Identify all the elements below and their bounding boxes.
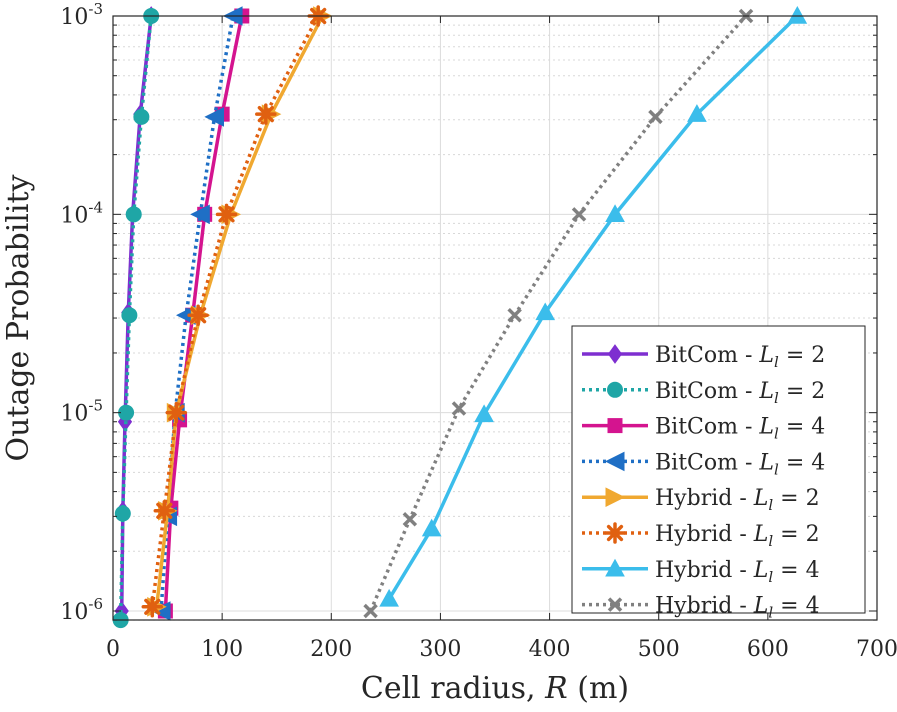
- legend-marker: [607, 597, 623, 612]
- series-8: [363, 8, 754, 619]
- series-7-point: [474, 404, 494, 423]
- series-8-point: [571, 207, 587, 222]
- series-2-point: [114, 505, 131, 522]
- series-5-line: [154, 15, 325, 607]
- x-axis-label: Cell radius, R (m): [361, 671, 629, 706]
- x-axis-label-main: Cell radius,: [361, 671, 536, 706]
- legend-label: Hybrid - Ll = 4: [655, 594, 820, 622]
- legend-label: BitCom - Ll = 4: [655, 415, 825, 443]
- legend-marker: [605, 558, 625, 577]
- series-2-point: [125, 206, 142, 223]
- legend-entry-1: BitCom - Ll = 2: [582, 343, 825, 371]
- x-tick-label: 400: [529, 637, 571, 662]
- series-layer: [112, 5, 808, 629]
- legend-entry-3: BitCom - Ll = 4: [582, 415, 825, 443]
- series-6-point: [255, 103, 277, 125]
- legend-marker: [604, 522, 626, 544]
- legend-entry-6: Hybrid - Ll = 2: [582, 522, 820, 550]
- series-7-point: [421, 518, 442, 537]
- x-tick-label: 700: [856, 637, 897, 662]
- series-7-point: [535, 302, 556, 321]
- series-4-point: [190, 204, 210, 225]
- series-2-point: [133, 108, 150, 125]
- y-tick-label: 10-3: [60, 0, 103, 30]
- series-8-point: [507, 307, 522, 323]
- series-8-point: [402, 512, 418, 527]
- legend-entry-5: Hybrid - Ll = 2: [582, 486, 820, 514]
- legend-entry-4: BitCom - Ll = 4: [582, 450, 825, 478]
- x-axis-label-variable: R: [544, 671, 568, 706]
- y-tick-label: 10-6: [60, 595, 103, 625]
- tick-layer: 0 100 200 300 400 500 600 700 10-6 10-5 10-4 10-3: [60, 0, 897, 662]
- legend-label: Hybrid - Ll = 2: [655, 486, 820, 514]
- legend-marker: [607, 344, 623, 364]
- legend-label: Hybrid - Ll = 4: [655, 558, 820, 586]
- series-6-point: [165, 401, 188, 424]
- legend-label: BitCom - Ll = 4: [655, 450, 825, 478]
- series-7-point: [687, 104, 707, 122]
- series-6-point: [215, 203, 238, 226]
- y-tick-label: 10-4: [60, 198, 103, 228]
- legend-entry-2: BitCom - Ll = 2: [582, 379, 825, 407]
- x-tick-label: 100: [201, 637, 243, 662]
- x-tick-label: 600: [747, 637, 789, 662]
- series-6-point: [141, 596, 164, 618]
- legend-marker: [604, 451, 625, 472]
- series-6-point: [187, 304, 209, 326]
- series-8-point: [451, 401, 467, 416]
- x-axis-label-unit: (m): [577, 671, 629, 706]
- x-tick-label: 300: [419, 637, 461, 662]
- legend-label: BitCom - Ll = 2: [655, 343, 825, 371]
- x-tick-label: 0: [106, 637, 120, 662]
- series-7-point: [787, 5, 808, 24]
- legend-entry-7: Hybrid - Ll = 4: [582, 558, 820, 586]
- legend-label: BitCom - Ll = 2: [655, 379, 825, 407]
- y-axis-label: Outage Probability: [1, 174, 36, 461]
- series-7: [379, 5, 808, 607]
- x-tick-label: 200: [310, 637, 352, 662]
- legend: BitCom - Ll = 2 BitCom - Ll = 2 BitCom - L…: [571, 325, 866, 622]
- series-6-point: [153, 500, 176, 522]
- legend-label: Hybrid - Ll = 2: [655, 522, 820, 550]
- series-8-point: [363, 603, 378, 619]
- y-tick-label: 10-5: [60, 397, 103, 427]
- series-4-point: [204, 107, 225, 127]
- series-2: [112, 8, 160, 629]
- series-7-point: [605, 204, 625, 223]
- series-6-line: [150, 15, 320, 608]
- series-7-point: [379, 588, 399, 607]
- legend-marker: [607, 381, 623, 398]
- legend-box: [571, 325, 866, 614]
- x-tick-label: 500: [638, 637, 680, 662]
- legend-marker: [607, 418, 623, 434]
- series-2-point: [121, 307, 138, 324]
- series-8-point: [648, 109, 663, 125]
- legend-marker: [605, 487, 626, 508]
- legend-entry-8: Hybrid - Ll = 4: [582, 594, 820, 622]
